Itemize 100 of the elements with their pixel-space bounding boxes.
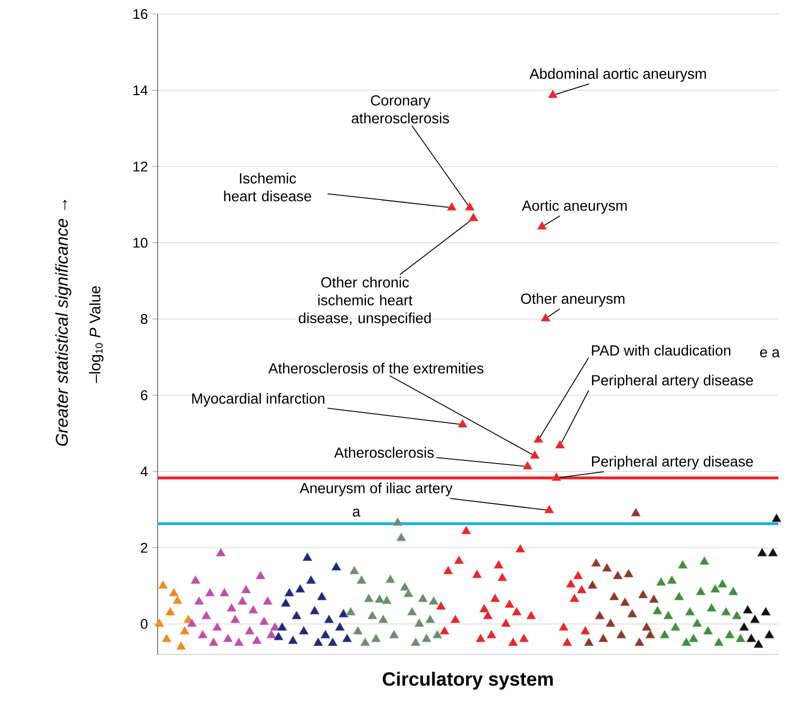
point xyxy=(320,630,330,638)
annotation: Coronary atherosclerosis xyxy=(352,95,450,124)
annotation: Atherosclerosis of the extremities xyxy=(268,362,484,374)
point xyxy=(234,638,244,646)
y-tick-label: 0 xyxy=(140,619,148,629)
point xyxy=(508,638,518,646)
point xyxy=(364,594,374,602)
point xyxy=(739,622,749,631)
annotation: Myocardial infarction xyxy=(192,393,324,407)
point xyxy=(464,202,475,211)
point xyxy=(198,630,208,638)
point xyxy=(270,622,280,631)
point xyxy=(172,596,182,604)
point xyxy=(428,596,439,605)
point xyxy=(216,548,226,556)
point xyxy=(187,618,197,627)
annotation: Peripheral artery disease xyxy=(592,456,753,470)
point xyxy=(476,634,486,642)
point xyxy=(458,419,468,428)
point xyxy=(226,603,236,612)
point xyxy=(638,590,648,598)
point xyxy=(328,638,338,646)
point xyxy=(266,630,276,638)
annotation: Other aneurysm xyxy=(521,293,624,307)
point xyxy=(302,552,312,561)
annotation: Aortic aneurysm xyxy=(522,200,627,214)
point xyxy=(461,526,472,534)
annotation: Peripheral artery disease xyxy=(592,374,753,388)
point xyxy=(262,596,273,605)
point xyxy=(248,605,258,614)
point xyxy=(378,614,388,624)
y-tick-label: 14 xyxy=(134,86,148,96)
point xyxy=(530,450,540,459)
point xyxy=(241,584,251,594)
point xyxy=(371,634,381,642)
point xyxy=(392,517,402,526)
point xyxy=(386,574,396,584)
point xyxy=(310,606,320,614)
point xyxy=(205,588,215,596)
point xyxy=(548,90,558,98)
point xyxy=(295,584,305,593)
point xyxy=(678,560,688,569)
point xyxy=(158,580,168,589)
point xyxy=(176,641,186,650)
point xyxy=(580,626,590,635)
point xyxy=(602,563,612,572)
point xyxy=(728,586,738,596)
point xyxy=(256,570,266,580)
point xyxy=(497,572,508,582)
point xyxy=(244,626,254,635)
point xyxy=(736,634,746,642)
point xyxy=(558,622,568,631)
point xyxy=(706,603,716,612)
point xyxy=(591,558,601,567)
point xyxy=(440,626,450,635)
point xyxy=(418,594,428,602)
point xyxy=(288,636,298,644)
point xyxy=(519,634,529,642)
point xyxy=(407,607,417,616)
point xyxy=(404,588,414,598)
point xyxy=(584,638,594,646)
point xyxy=(483,610,493,620)
point xyxy=(277,622,287,631)
point xyxy=(692,618,702,627)
point xyxy=(616,630,626,638)
y-axis-title: –log$_{10}$ P Value xyxy=(89,286,104,384)
point xyxy=(714,638,724,646)
annotation: Other chronic ischemic heart disease, unspecified xyxy=(298,276,431,326)
point xyxy=(490,594,500,602)
point xyxy=(446,202,457,211)
point xyxy=(660,630,670,638)
point xyxy=(768,548,778,556)
point xyxy=(353,626,363,635)
point xyxy=(627,608,638,618)
point xyxy=(642,622,652,631)
point xyxy=(663,610,674,620)
point xyxy=(180,626,190,635)
point xyxy=(634,638,644,646)
annotation: PAD with claudication xyxy=(592,344,730,356)
point xyxy=(652,606,662,614)
point xyxy=(356,575,366,584)
point xyxy=(552,472,562,481)
point xyxy=(566,579,576,588)
point xyxy=(732,610,742,620)
point xyxy=(588,580,598,589)
point xyxy=(742,605,753,614)
point xyxy=(649,594,659,603)
point xyxy=(252,636,262,644)
point xyxy=(656,577,666,586)
point xyxy=(154,618,164,627)
point xyxy=(317,592,327,600)
point xyxy=(540,313,550,322)
point xyxy=(645,630,656,638)
point xyxy=(562,638,572,646)
point xyxy=(436,601,446,610)
point xyxy=(230,614,240,624)
point xyxy=(598,634,608,642)
point xyxy=(688,634,698,642)
point xyxy=(486,630,496,638)
annotation: e a xyxy=(760,349,780,358)
